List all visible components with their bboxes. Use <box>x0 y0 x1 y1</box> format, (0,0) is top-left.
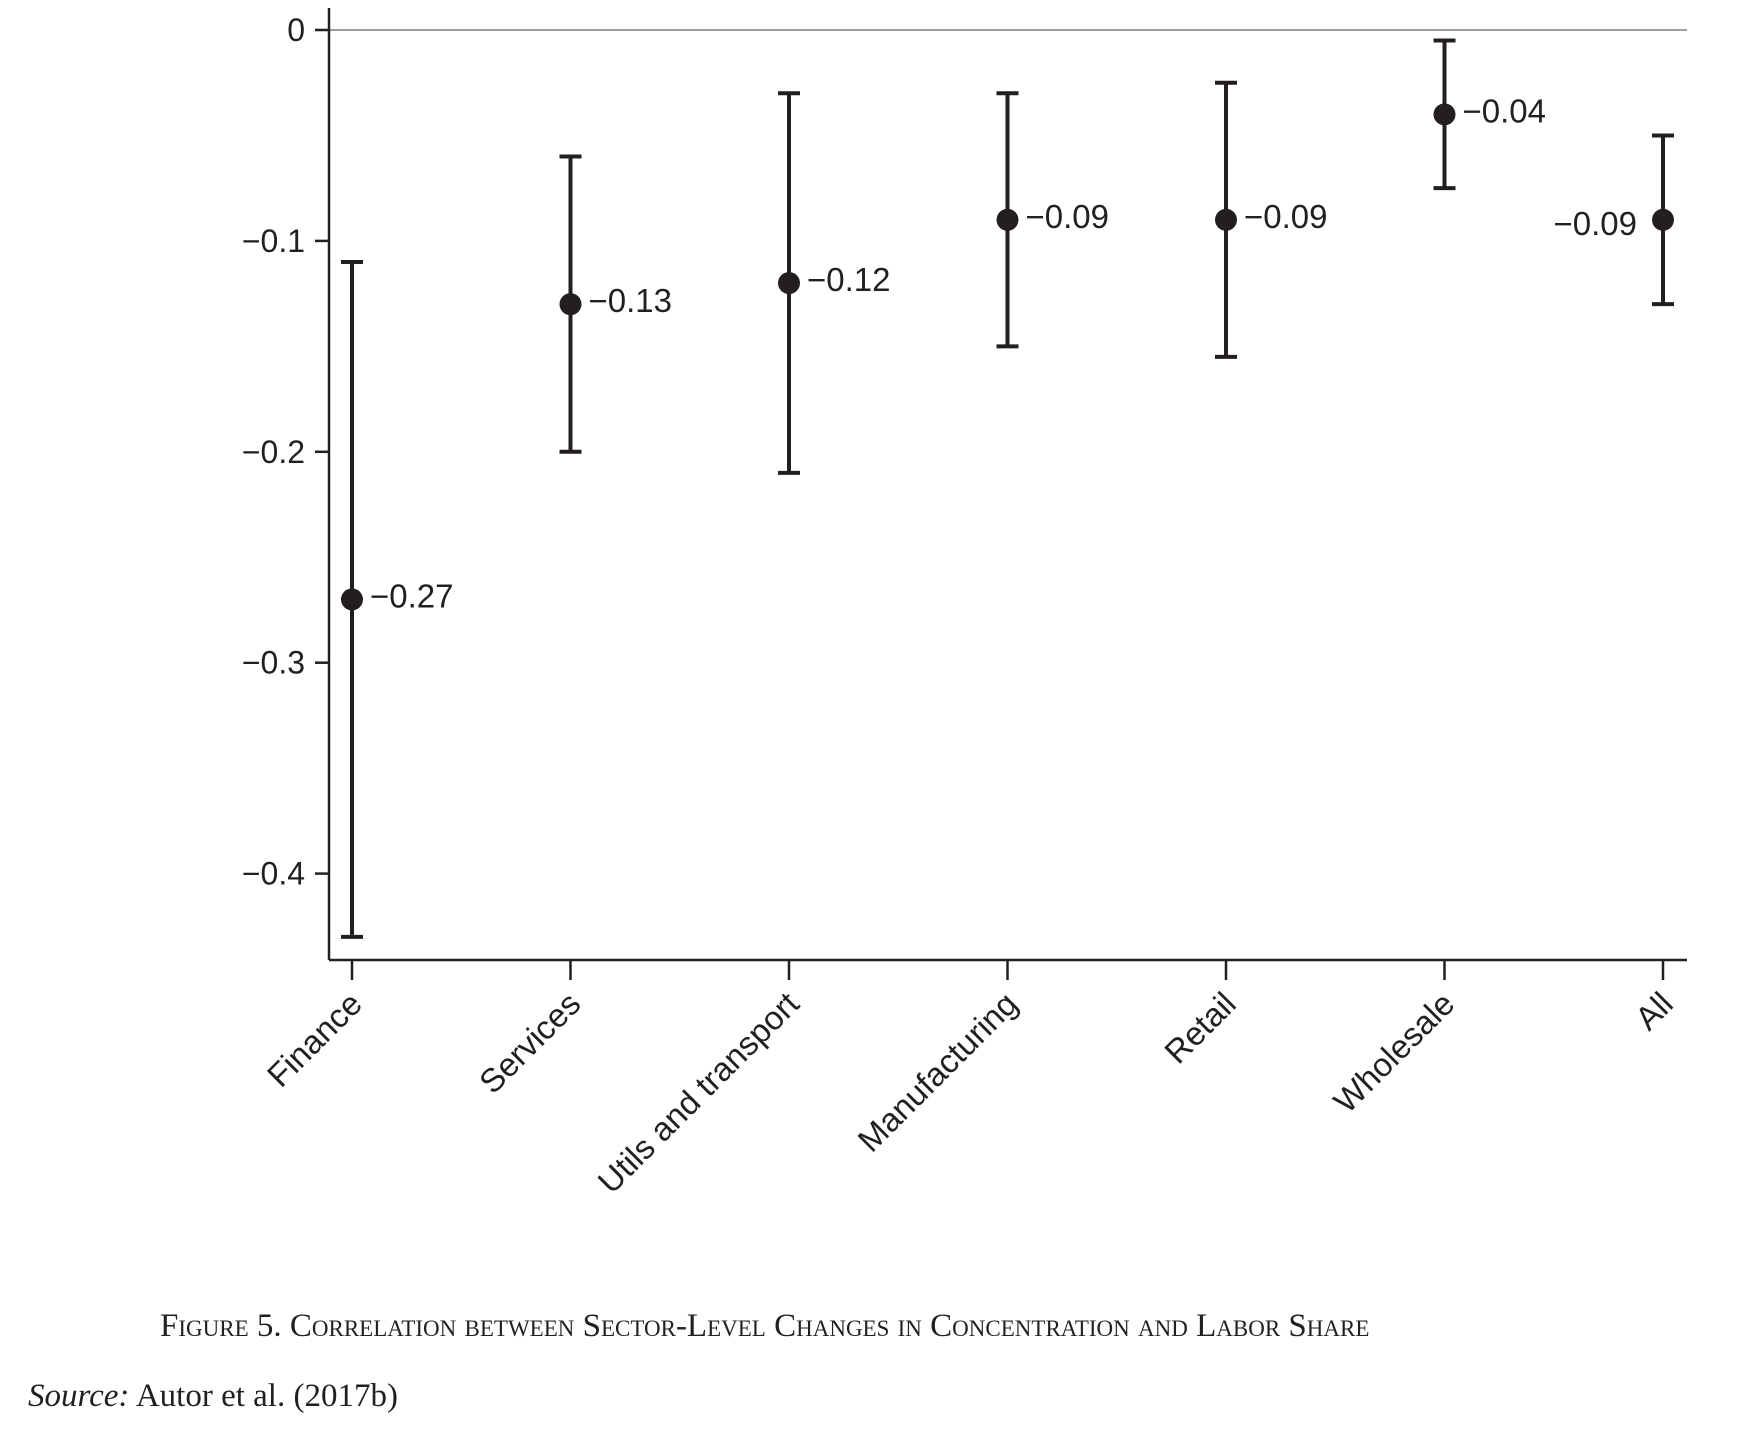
data-value-label: −0.09 <box>1026 198 1110 235</box>
data-value-label: −0.04 <box>1463 92 1547 129</box>
source-label: Source: <box>28 1378 130 1414</box>
y-tick-label: −0.2 <box>242 434 305 470</box>
y-tick-label: −0.4 <box>242 856 305 892</box>
data-value-label: −0.09 <box>1554 205 1638 242</box>
x-category-label: Utils and transport <box>590 985 806 1201</box>
data-point <box>341 588 363 611</box>
data-point <box>1215 208 1237 231</box>
x-category-label: Wholesale <box>1326 985 1461 1120</box>
data-point <box>559 293 582 316</box>
data-point <box>778 272 800 295</box>
data-point <box>996 208 1019 231</box>
chart: 0 −0.1 −0.2 −0.3 −0.4 Finance −0.27 Services −0.… <box>242 8 1687 1201</box>
x-category-label: Retail <box>1157 985 1243 1071</box>
x-category-label: Services <box>472 985 588 1101</box>
data-value-label: −0.13 <box>589 282 673 319</box>
data-point <box>1652 208 1674 231</box>
y-tick-label: 0 <box>287 12 305 48</box>
y-tick-label: −0.1 <box>242 223 305 259</box>
x-category-label: All <box>1628 985 1680 1037</box>
data-value-label: −0.27 <box>370 577 454 614</box>
data-value-label: −0.09 <box>1244 198 1328 235</box>
x-category-label: Manufacturing <box>850 985 1024 1159</box>
data-point <box>1433 103 1456 126</box>
figure-caption: Figure 5. Correlation between Sector-Lev… <box>160 1308 1370 1344</box>
data-value-label: −0.12 <box>807 261 891 298</box>
source-text: Autor et al. (2017b) <box>129 1378 398 1414</box>
x-category-label: Finance <box>260 985 369 1094</box>
figure-source: Source: Autor et al. (2017b) <box>28 1378 398 1415</box>
y-tick-label: −0.3 <box>242 645 305 681</box>
